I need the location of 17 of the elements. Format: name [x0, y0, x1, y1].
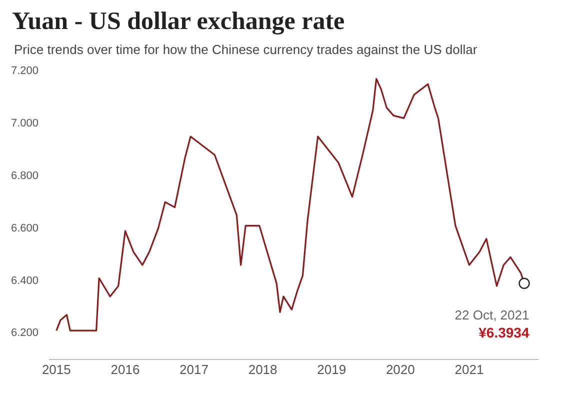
x-tick-label: 2018	[248, 362, 278, 377]
x-tick-label: 2015	[42, 362, 71, 377]
chart-title: Yuan - US dollar exchange rate	[11, 8, 346, 36]
y-tick-label: 7.000	[10, 117, 39, 130]
annotation: 22 Oct, 2021	[454, 307, 530, 322]
y-tick-label: 6.800	[10, 170, 39, 182]
x-tick-label: 2021	[454, 362, 484, 377]
x-tick-label: 2017	[180, 362, 208, 377]
y-tick-label: 6.600	[10, 222, 39, 234]
x-tick-label: 2016	[110, 362, 140, 377]
chart-subtitle: Price trends over time for how the Chinese currency trades against the US dollar	[14, 42, 478, 57]
y-tick-label: 6.400	[10, 274, 39, 287]
y-tick-label: 6.200	[10, 327, 39, 340]
annotation: ¥6.3934	[478, 324, 530, 340]
x-tick-label: 2019	[317, 362, 346, 377]
y-tick-label: 7.200	[10, 65, 39, 78]
x-tick-label: 2020	[386, 362, 415, 377]
